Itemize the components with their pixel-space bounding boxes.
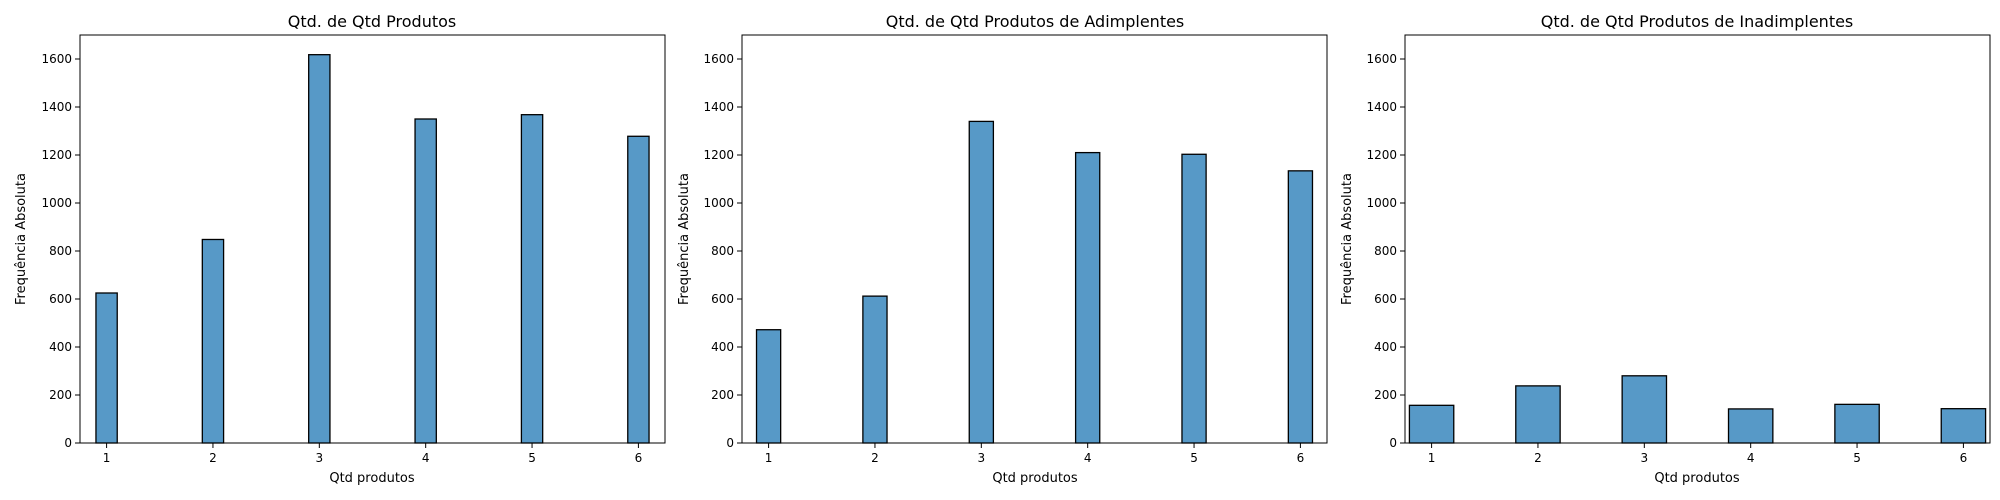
chart-title: Qtd. de Qtd Produtos: [288, 12, 456, 31]
y-axis-label: Frequência Absoluta: [14, 173, 29, 305]
y-tick-label: 1600: [1366, 52, 1397, 66]
bar-4: [1074, 151, 1101, 444]
y-tick-label: 1400: [703, 100, 734, 114]
x-tick-label: 2: [871, 451, 879, 465]
y-tick-label: 0: [1389, 436, 1397, 450]
y-tick-label: 1200: [703, 148, 734, 162]
y-tick-label: 1400: [1366, 100, 1397, 114]
y-tick-label: 200: [711, 388, 734, 402]
bar-3: [968, 120, 995, 444]
bar-6: [1940, 408, 1987, 444]
y-tick-label: 0: [64, 436, 72, 450]
y-tick-label: 400: [711, 340, 734, 354]
y-tick-label: 600: [711, 292, 734, 306]
x-tick-label: 6: [1297, 451, 1305, 465]
x-tick-label: 6: [635, 451, 643, 465]
bar-5: [520, 114, 544, 444]
bar-2: [862, 295, 888, 444]
y-tick-label: 1000: [703, 196, 734, 210]
plot-area: 0 200 400 600 800 1000 1200 1400 1600 1 2 3 4 5 6: [1366, 52, 1987, 465]
chart-panel-adimplentes: Qtd. de Qtd Produtos de Adimplentes 0 200…: [677, 12, 1328, 486]
y-axis-label: Frequência Absoluta: [677, 173, 692, 305]
x-tick-label: 2: [209, 451, 217, 465]
plot-frame: [79, 34, 666, 444]
bar-6: [1287, 170, 1314, 444]
x-tick-label: 1: [765, 451, 773, 465]
x-tick-label: 3: [315, 451, 323, 465]
bar-4: [1727, 408, 1774, 444]
y-axis-label: Frequência Absoluta: [1340, 173, 1355, 305]
x-tick-label: 6: [1960, 451, 1968, 465]
y-tick-label: 0: [726, 436, 734, 450]
y-tick-label: 1200: [41, 148, 72, 162]
plot-area: 0 200 400 600 800 1000 1200 1400 1600 1 2 3 4 5 6: [703, 52, 1314, 465]
x-tick-label: 1: [1428, 451, 1436, 465]
x-tick-label: 2: [1534, 451, 1542, 465]
x-tick-label: 3: [977, 451, 985, 465]
y-tick-label: 1600: [41, 52, 72, 66]
chart-panel-qtd-produtos: Qtd. de Qtd Produtos 0200400600800100012…: [14, 12, 666, 486]
x-tick-label: 5: [1853, 451, 1861, 465]
chart-panel-inadimplentes: Qtd. de Qtd Produtos de Inadimplentes 0 2…: [1340, 12, 1991, 486]
bar-5: [1181, 153, 1207, 444]
x-axis-label: Qtd produtos: [329, 471, 415, 486]
y-tick-label: 200: [1374, 388, 1397, 402]
plot-frame: [1404, 34, 1991, 444]
x-tick-label: 4: [1747, 451, 1755, 465]
bar-3: [308, 54, 331, 444]
bar-2: [201, 238, 225, 444]
x-axis-label: Qtd produtos: [992, 471, 1078, 486]
y-tick-label: 600: [49, 292, 72, 306]
x-tick-label: 5: [1190, 451, 1198, 465]
plot-frame: [741, 34, 1328, 444]
y-tick-label: 800: [49, 244, 72, 258]
x-tick-label: 1: [103, 451, 111, 465]
bar-1: [1408, 404, 1455, 444]
bar-1: [755, 329, 782, 444]
bar-3: [1621, 375, 1668, 444]
y-tick-label: 200: [49, 388, 72, 402]
bar-2: [1515, 385, 1561, 444]
chart-title: Qtd. de Qtd Produtos de Adimplentes: [886, 12, 1185, 31]
y-tick-label: 1400: [41, 100, 72, 114]
y-tick-label: 1000: [1366, 196, 1397, 210]
x-tick-label: 3: [1640, 451, 1648, 465]
y-tick-label: 1200: [1366, 148, 1397, 162]
y-tick-label: 1000: [41, 196, 72, 210]
y-tick-label: 400: [1374, 340, 1397, 354]
bar-6: [627, 135, 650, 444]
x-tick-label: 4: [422, 451, 430, 465]
bar-4: [414, 118, 437, 444]
y-tick-label: 1600: [703, 52, 734, 66]
bar-5: [1834, 403, 1880, 444]
chart-title: Qtd. de Qtd Produtos de Inadimplentes: [1541, 12, 1854, 31]
y-tick-label: 800: [711, 244, 734, 258]
y-tick-label: 600: [1374, 292, 1397, 306]
plot-area: 0 200 400 600 800 1000 1200 1400 1600 1 2 3 4 5 6: [41, 52, 650, 465]
bar-1: [95, 292, 118, 444]
x-tick-label: 5: [528, 451, 536, 465]
y-tick-label: 800: [1374, 244, 1397, 258]
x-tick-label: 4: [1084, 451, 1092, 465]
y-tick-label: 400: [49, 340, 72, 354]
x-axis-label: Qtd produtos: [1654, 471, 1740, 486]
